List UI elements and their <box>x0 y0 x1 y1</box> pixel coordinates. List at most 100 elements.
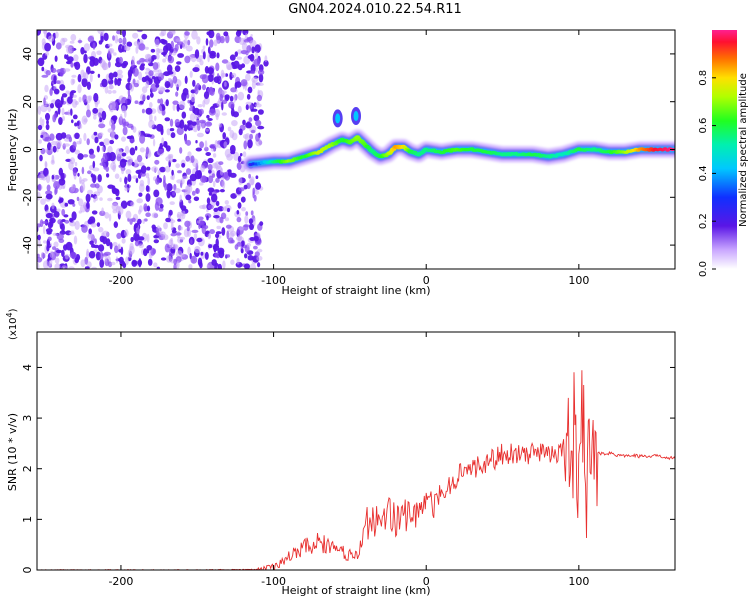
noise-blob <box>231 120 238 127</box>
noise-blob <box>235 30 242 37</box>
noise-blob <box>101 207 104 214</box>
noise-blob <box>215 233 220 239</box>
noise-blob <box>190 93 196 103</box>
noise-blob <box>40 198 46 205</box>
noise-blob <box>187 151 192 157</box>
noise-blob <box>144 46 149 50</box>
noise-blob <box>159 166 166 173</box>
noise-blob <box>110 131 115 141</box>
noise-blob <box>251 108 258 112</box>
noise-blob <box>238 187 245 192</box>
noise-blob <box>154 201 160 211</box>
noise-blob <box>222 172 229 179</box>
noise-blob <box>213 215 220 219</box>
noise-blob <box>167 77 172 82</box>
noise-blob <box>156 123 164 132</box>
noise-blob <box>216 225 221 230</box>
noise-blob <box>199 182 204 186</box>
noise-blob <box>191 190 196 196</box>
noise-blob <box>159 203 164 209</box>
noise-blob <box>254 189 260 195</box>
noise-blob <box>90 183 97 188</box>
noise-blob <box>129 147 136 156</box>
noise-blob <box>208 108 216 116</box>
noise-blob <box>253 58 261 67</box>
noise-blob <box>186 226 190 232</box>
noise-blob <box>224 81 227 87</box>
noise-blob <box>62 244 68 251</box>
noise-blob <box>44 160 48 168</box>
noise-blob <box>157 98 161 104</box>
noise-blob <box>172 191 176 196</box>
snr-y-tick-label: 4 <box>21 364 34 371</box>
noise-blob <box>238 177 243 186</box>
noise-blob <box>218 161 224 166</box>
noise-blob <box>236 242 242 247</box>
noise-blob <box>98 132 104 137</box>
noise-blob <box>137 227 140 235</box>
noise-blob <box>225 254 231 258</box>
noise-blob <box>88 250 96 259</box>
noise-blob <box>116 38 123 42</box>
noise-blob <box>148 119 155 129</box>
noise-blob <box>37 124 43 131</box>
noise-blob <box>146 233 150 243</box>
noise-blob <box>253 217 256 226</box>
noise-blob <box>239 226 244 231</box>
noise-blob <box>119 177 122 183</box>
noise-blob <box>121 45 125 53</box>
noise-blob <box>101 78 108 88</box>
noise-blob <box>245 104 249 111</box>
noise-blob <box>50 67 57 73</box>
noise-blob <box>103 138 110 146</box>
noise-blob <box>116 73 124 79</box>
noise-blob <box>99 235 105 243</box>
noise-blob <box>109 139 115 145</box>
noise-blob <box>140 63 145 67</box>
noise-blob <box>37 239 41 248</box>
noise-blob <box>96 50 102 56</box>
noise-blob <box>159 98 164 106</box>
noise-blob <box>219 216 224 224</box>
spectrogram-y-tick-label: 0 <box>21 146 34 153</box>
noise-blob <box>223 141 228 149</box>
noise-blob <box>219 167 224 176</box>
noise-blob <box>87 189 93 195</box>
noise-blob <box>253 194 257 202</box>
noise-blob <box>114 173 120 179</box>
noise-blob <box>65 90 70 95</box>
noise-blob <box>214 139 219 149</box>
snr-panel: -200 -100 0 100 0 1 2 3 4 Height of straight li… <box>5 308 676 597</box>
noise-blob <box>153 239 159 244</box>
noise-blob <box>264 55 268 63</box>
noise-blob <box>168 239 173 248</box>
spectrogram-x-tick-label: 0 <box>423 274 430 287</box>
noise-blob <box>41 118 45 126</box>
noise-blob <box>112 71 118 78</box>
noise-blob <box>174 118 180 126</box>
noise-blob <box>207 118 213 121</box>
noise-blob <box>209 86 213 91</box>
noise-blob <box>59 84 66 91</box>
noise-blob <box>209 52 216 59</box>
noise-blob <box>177 218 182 222</box>
noise-blob <box>207 74 214 82</box>
noise-blob <box>89 240 94 245</box>
snr-y-tick-label: 0 <box>21 567 34 574</box>
noise-blob <box>107 43 113 47</box>
noise-blob <box>229 172 237 178</box>
noise-blob <box>161 137 165 146</box>
noise-blob <box>241 207 246 212</box>
noise-blob <box>185 194 192 201</box>
noise-blob <box>99 117 103 123</box>
noise-blob <box>197 104 203 108</box>
noise-blob <box>221 112 227 116</box>
noise-blob <box>41 252 45 259</box>
noise-blob <box>56 233 64 241</box>
noise-blob <box>192 125 198 133</box>
noise-blob <box>242 224 249 231</box>
noise-blob <box>60 172 65 182</box>
noise-blob <box>263 60 269 67</box>
noise-blob <box>108 213 112 222</box>
noise-blob <box>159 231 166 237</box>
